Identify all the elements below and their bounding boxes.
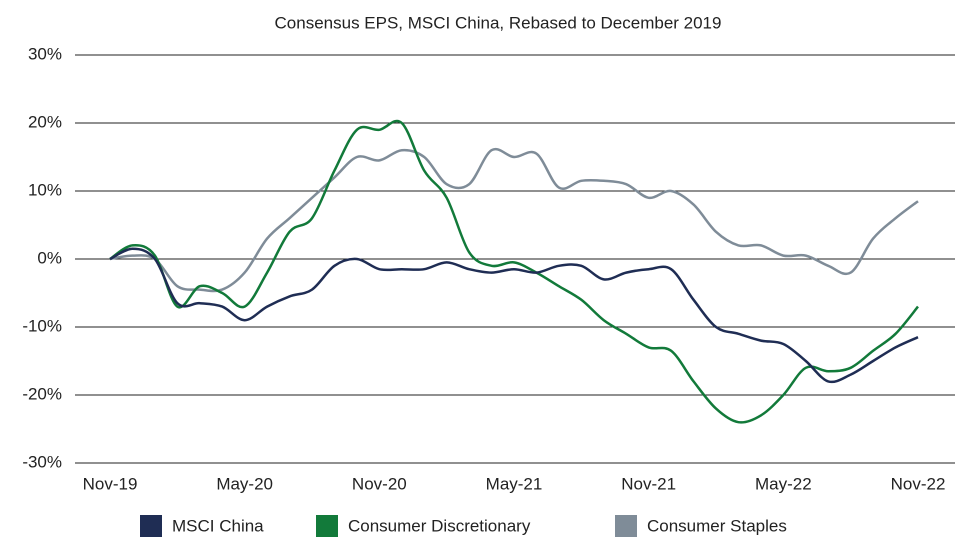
legend-swatch	[615, 515, 637, 537]
legend-label: MSCI China	[172, 516, 264, 535]
line-series	[109, 247, 919, 384]
x-tick-label: Nov-21	[621, 474, 676, 493]
legend-label: Consumer Discretionary	[348, 516, 531, 535]
y-tick-label: 20%	[28, 112, 62, 131]
x-tick-label: May-20	[216, 474, 273, 493]
x-tick-label: May-22	[755, 474, 812, 493]
line-series	[109, 119, 919, 424]
line-series	[109, 147, 919, 293]
x-tick-label: Nov-19	[83, 474, 138, 493]
y-tick-label: 30%	[28, 44, 62, 63]
y-tick-label: 0%	[37, 248, 62, 267]
chart-title: Consensus EPS, MSCI China, Rebased to De…	[275, 13, 722, 32]
x-tick-label: Nov-20	[352, 474, 407, 493]
y-tick-label: -20%	[22, 384, 62, 403]
y-tick-label: 10%	[28, 180, 62, 199]
y-tick-label: -30%	[22, 452, 62, 471]
y-tick-label: -10%	[22, 316, 62, 335]
legend-label: Consumer Staples	[647, 516, 787, 535]
x-tick-label: May-21	[486, 474, 543, 493]
legend-swatch	[140, 515, 162, 537]
x-tick-label: Nov-22	[891, 474, 946, 493]
legend-swatch	[316, 515, 338, 537]
